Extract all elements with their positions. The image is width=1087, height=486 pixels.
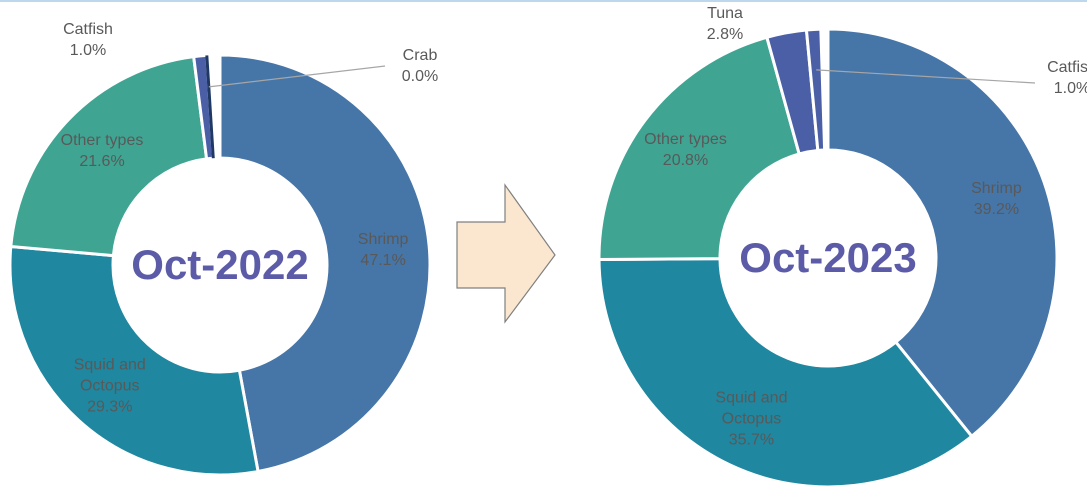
- slice-label: Squid and Octopus 29.3%: [55, 355, 165, 418]
- value-label: 20.8%: [662, 152, 709, 170]
- donut-slice: [597, 257, 974, 486]
- category-name: Other types: [644, 131, 727, 149]
- category-name: Squid and Octopus: [73, 356, 146, 395]
- category-name: Crab: [402, 47, 438, 64]
- category-name: Shrimp: [971, 179, 1022, 197]
- category-name: Squid and Octopus: [715, 389, 788, 428]
- donut-slice: [205, 55, 215, 159]
- value-label: 1.0%: [1053, 80, 1087, 97]
- value-label: 47.1%: [360, 252, 406, 270]
- slice-label: Catfish 1.0%: [33, 19, 143, 61]
- chart-title: Oct-2022: [131, 241, 309, 288]
- donut-slice: [8, 244, 260, 477]
- slice-label: Crab 0.0%: [365, 45, 475, 87]
- category-name: Catfish: [63, 21, 113, 38]
- donut-slice: [597, 35, 802, 261]
- category-name: Catfish: [1047, 59, 1087, 76]
- value-label: 0.0%: [401, 68, 439, 85]
- category-name: Other types: [60, 132, 144, 150]
- slice-label: Tuna 2.8%: [670, 3, 780, 45]
- value-label: 21.6%: [79, 153, 125, 171]
- slice-label: Shrimp 39.2%: [941, 178, 1051, 220]
- donut-slice: [9, 54, 209, 258]
- value-label: 1.0%: [69, 42, 107, 59]
- value-label: 29.3%: [87, 398, 133, 416]
- arrow: [456, 183, 556, 324]
- chart-title: Oct-2023: [739, 234, 917, 281]
- donut-slice: [826, 27, 1059, 439]
- slice-label: Other types 21.6%: [47, 130, 157, 172]
- donut-slice: [218, 53, 432, 474]
- leader-line: [816, 69, 1036, 84]
- value-label: 2.8%: [706, 26, 744, 43]
- slice-label: Catfish 1.0%: [1017, 57, 1087, 99]
- category-name: Shrimp: [357, 231, 409, 249]
- value-label: 35.7%: [728, 431, 775, 449]
- slice-label: Squid and Octopus 35.7%: [696, 388, 806, 451]
- donut-slice: [804, 27, 827, 153]
- slice-label: Shrimp 47.1%: [328, 229, 438, 271]
- category-name: Tuna: [707, 5, 743, 22]
- slice-label: Other types 20.8%: [630, 129, 740, 171]
- leader-line: [208, 65, 386, 88]
- value-label: 39.2%: [973, 200, 1020, 218]
